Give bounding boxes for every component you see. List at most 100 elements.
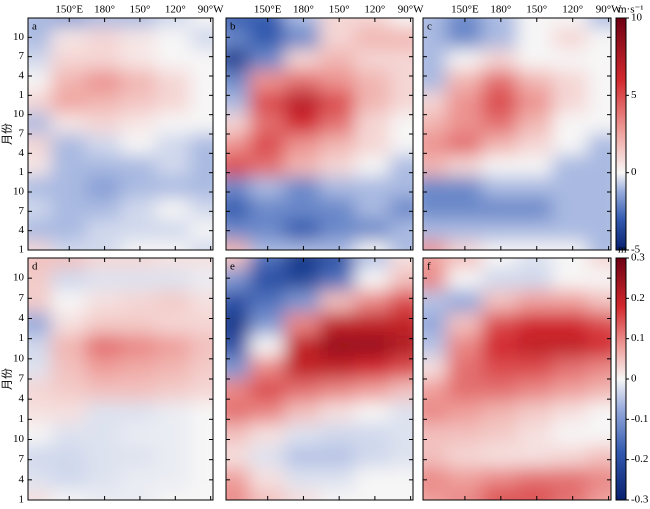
heatmap-cell <box>226 290 251 314</box>
heatmap-cell <box>423 489 448 500</box>
heatmap-cell <box>50 70 87 93</box>
heatmap-cells <box>28 18 213 250</box>
colorbar-label: m <box>618 244 627 256</box>
colorbar-label: m·s⁻¹ <box>618 4 644 16</box>
heatmap-cell <box>50 176 87 199</box>
x-tick-label: 180° <box>490 4 511 16</box>
heatmap-cell <box>481 27 518 50</box>
x-tick-label: 180° <box>94 4 115 16</box>
heatmap-cell <box>423 219 448 242</box>
heatmap-cell <box>319 155 356 178</box>
y-tick-label: 1 <box>19 494 25 506</box>
heatmap-cell <box>190 356 213 380</box>
heatmap-cell <box>319 27 356 50</box>
heatmap-cell <box>354 258 391 270</box>
heatmap-cell <box>155 312 192 336</box>
heatmap-cell <box>226 18 251 29</box>
heatmap-cell <box>587 91 611 114</box>
heatmap-cell <box>552 240 589 250</box>
heatmap-cell <box>249 312 286 336</box>
heatmap-cell <box>226 379 251 403</box>
y-tick-label: 10 <box>13 352 25 364</box>
heatmap-cell <box>190 198 213 221</box>
heatmap-cell <box>155 268 192 292</box>
heatmap-cell <box>517 290 554 314</box>
heatmap-cell <box>249 198 286 221</box>
heatmap-cell <box>446 401 483 425</box>
heatmap-cell <box>120 268 157 292</box>
heatmap-cell <box>28 155 52 178</box>
heatmap-cell <box>389 198 413 221</box>
heatmap-cell <box>423 290 448 314</box>
heatmap-cell <box>319 219 356 242</box>
colorbar-tick-label: 0 <box>631 166 637 178</box>
heatmap-cell <box>284 198 321 221</box>
heatmap-cell <box>50 467 87 491</box>
heatmap-cell <box>446 312 483 336</box>
heatmap-cell <box>226 268 251 292</box>
heatmap-cell <box>446 268 483 292</box>
heatmap-cell <box>552 401 589 425</box>
heatmap-cell <box>85 176 122 199</box>
heatmap-cell <box>423 423 448 447</box>
heatmap-cell <box>120 401 157 425</box>
heatmap-cell <box>85 356 122 380</box>
heatmap-cell <box>423 112 448 135</box>
heatmap-cell <box>423 27 448 50</box>
heatmap-cell <box>319 423 356 447</box>
heatmap-cell <box>319 268 356 292</box>
heatmap-cell <box>28 290 52 314</box>
y-tick-label: 1 <box>19 244 25 256</box>
y-tick-label: 4 <box>19 393 25 405</box>
heatmap-cell <box>354 91 391 114</box>
heatmap-cell <box>85 258 122 270</box>
heatmap-cell <box>319 445 356 469</box>
heatmap <box>423 18 611 250</box>
heatmap-cell <box>354 312 391 336</box>
heatmap-cell <box>28 445 52 469</box>
heatmap-cell <box>226 48 251 71</box>
heatmap-cell <box>481 356 518 380</box>
y-tick-label: 10 <box>13 186 25 198</box>
heatmap-cell <box>85 401 122 425</box>
heatmap-cell <box>354 240 391 250</box>
heatmap-cell <box>517 198 554 221</box>
heatmap-cell <box>446 219 483 242</box>
heatmap-cell <box>446 91 483 114</box>
heatmap-cell <box>481 467 518 491</box>
heatmap-cell <box>155 219 192 242</box>
heatmap-cells <box>423 18 611 250</box>
x-tick-label: 180° <box>293 4 314 16</box>
heatmap-cell <box>28 198 52 221</box>
heatmap-cell <box>587 401 611 425</box>
heatmap-cell <box>389 27 413 50</box>
heatmap-cell <box>517 112 554 135</box>
heatmap-cell <box>226 489 251 500</box>
heatmap-cell <box>249 112 286 135</box>
heatmap-cell <box>284 48 321 71</box>
heatmap-cell <box>28 467 52 491</box>
heatmap-cell <box>120 423 157 447</box>
heatmap-cell <box>552 219 589 242</box>
heatmap-cell <box>319 112 356 135</box>
heatmap-cell <box>85 70 122 93</box>
heatmap-cell <box>481 379 518 403</box>
heatmap-cell <box>481 112 518 135</box>
heatmap-cell <box>446 198 483 221</box>
heatmap-cell <box>354 48 391 71</box>
heatmap-cell <box>284 379 321 403</box>
heatmap-cell <box>319 258 356 270</box>
heatmap-cell <box>85 334 122 358</box>
heatmap-cell <box>389 423 413 447</box>
heatmap-cell <box>28 134 52 157</box>
heatmap-cell <box>28 48 52 71</box>
heatmap-cell <box>517 445 554 469</box>
heatmap-cell <box>446 112 483 135</box>
heatmap-cell <box>552 445 589 469</box>
heatmap-cell <box>446 379 483 403</box>
heatmap-cell <box>85 445 122 469</box>
heatmap-cell <box>155 134 192 157</box>
heatmap-cell <box>28 258 52 270</box>
heatmap-cell <box>389 155 413 178</box>
